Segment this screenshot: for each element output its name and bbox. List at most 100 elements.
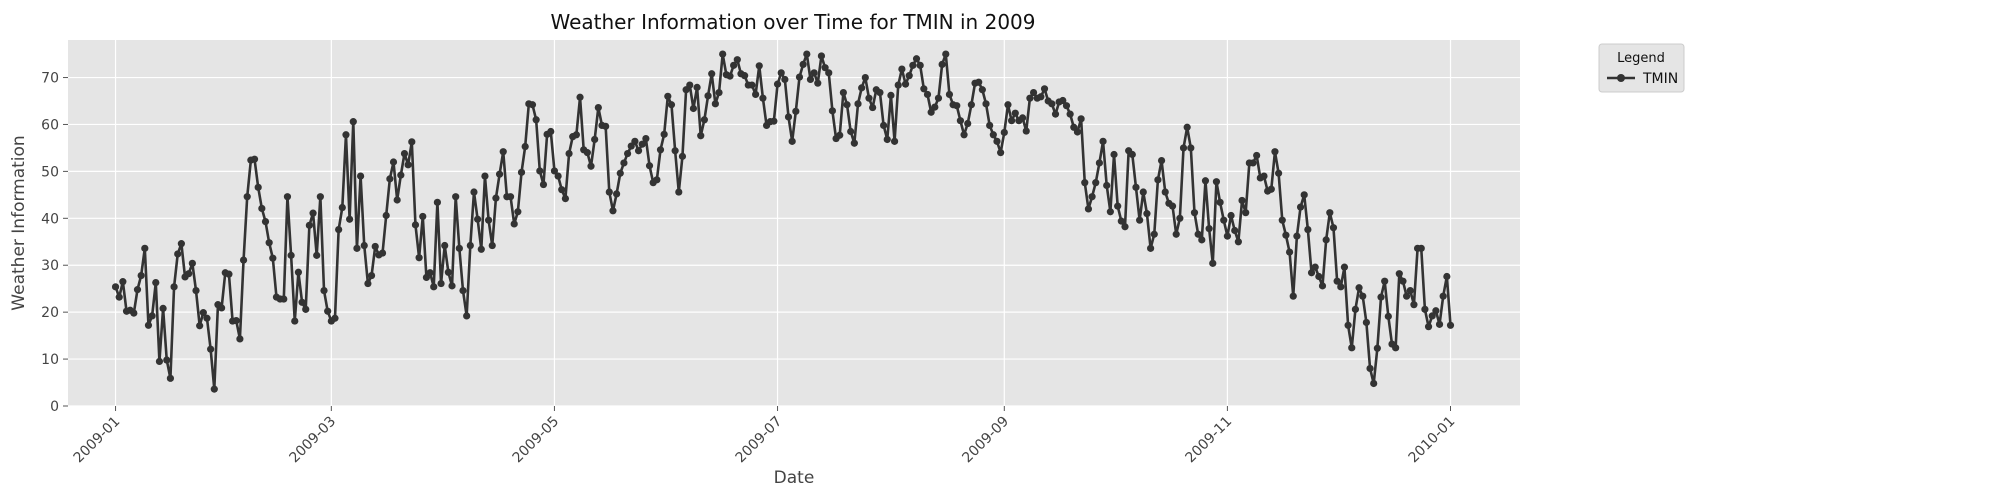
data-point <box>894 81 902 89</box>
x-axis-label: Date <box>774 468 815 488</box>
data-point <box>1249 159 1257 167</box>
data-point <box>1212 178 1221 186</box>
data-point <box>426 269 434 277</box>
data-point <box>404 161 412 169</box>
x-tick-label: 2010-01 <box>1406 414 1459 467</box>
data-point <box>338 203 346 212</box>
data-point <box>964 119 972 128</box>
data-point <box>269 254 277 262</box>
data-point <box>1073 128 1082 136</box>
data-point <box>1143 210 1151 218</box>
data-point <box>653 176 661 184</box>
data-point <box>532 116 540 124</box>
data-point <box>199 309 207 317</box>
data-point <box>1275 169 1283 177</box>
data-point <box>803 50 811 58</box>
data-point <box>111 283 120 291</box>
data-point <box>133 286 142 294</box>
data-point <box>689 104 698 113</box>
data-point <box>1066 110 1074 118</box>
data-point <box>561 195 570 203</box>
data-point <box>356 172 365 180</box>
data-point <box>700 116 708 124</box>
data-point <box>759 94 767 102</box>
data-point <box>1260 172 1268 180</box>
data-point <box>730 61 738 69</box>
data-point <box>795 73 804 81</box>
data-point <box>477 245 485 253</box>
data-point <box>1121 223 1129 231</box>
data-point <box>861 73 869 82</box>
x-tick-label: 2009-05 <box>510 414 563 467</box>
data-point <box>1311 263 1319 271</box>
data-point <box>1183 123 1191 131</box>
data-point <box>1077 115 1085 123</box>
data-point <box>1315 272 1323 281</box>
data-point <box>137 271 145 280</box>
data-point <box>466 241 474 250</box>
data-point <box>777 69 785 77</box>
data-point <box>858 84 866 92</box>
data-point <box>346 215 354 223</box>
data-point <box>495 170 504 178</box>
data-point <box>1381 277 1389 285</box>
y-tick-label: 10 <box>41 352 59 368</box>
data-point <box>1296 203 1305 211</box>
data-point <box>1011 109 1019 117</box>
data-point <box>550 167 559 175</box>
data-point <box>1406 286 1414 295</box>
data-point <box>898 65 906 73</box>
data-point <box>883 135 891 144</box>
data-point <box>609 207 617 215</box>
data-point <box>1234 238 1242 246</box>
data-point <box>1337 283 1345 291</box>
data-point <box>1099 137 1107 145</box>
data-point <box>367 271 376 280</box>
data-point <box>1084 205 1093 213</box>
data-point <box>419 212 427 221</box>
data-point <box>148 312 156 320</box>
data-point <box>770 117 778 125</box>
data-point <box>254 183 262 191</box>
data-point <box>437 279 445 288</box>
data-point <box>1008 117 1016 125</box>
data-point <box>492 194 500 202</box>
data-point <box>159 304 167 312</box>
data-point <box>324 307 332 315</box>
data-point <box>1022 127 1030 135</box>
data-point <box>806 75 815 84</box>
data-point <box>521 142 529 151</box>
data-point <box>378 249 387 257</box>
data-point <box>265 239 273 247</box>
data-point <box>704 92 712 100</box>
data-point <box>170 283 178 291</box>
data-point <box>719 50 727 58</box>
data-point <box>1150 230 1158 238</box>
data-point <box>155 357 164 366</box>
data-point <box>1157 156 1166 165</box>
data-point <box>1351 305 1360 313</box>
data-point <box>613 190 621 198</box>
data-point <box>397 171 405 179</box>
data-point <box>869 103 877 112</box>
data-point <box>697 132 705 140</box>
data-point <box>196 322 204 330</box>
data-point <box>1359 292 1367 300</box>
data-point <box>982 100 990 108</box>
data-point <box>660 130 668 138</box>
data-point <box>452 193 460 201</box>
data-point <box>1399 277 1407 285</box>
y-axis-label: Weather Information <box>9 135 29 310</box>
data-point <box>591 135 599 144</box>
data-point <box>1029 88 1038 97</box>
data-point <box>572 131 580 139</box>
data-point <box>115 293 123 301</box>
data-point <box>1048 100 1056 108</box>
data-point <box>587 162 595 170</box>
data-point <box>294 268 303 276</box>
data-point <box>909 61 917 69</box>
data-point <box>989 131 997 139</box>
data-point <box>978 86 986 94</box>
data-point <box>847 127 855 136</box>
data-point <box>1443 272 1451 281</box>
